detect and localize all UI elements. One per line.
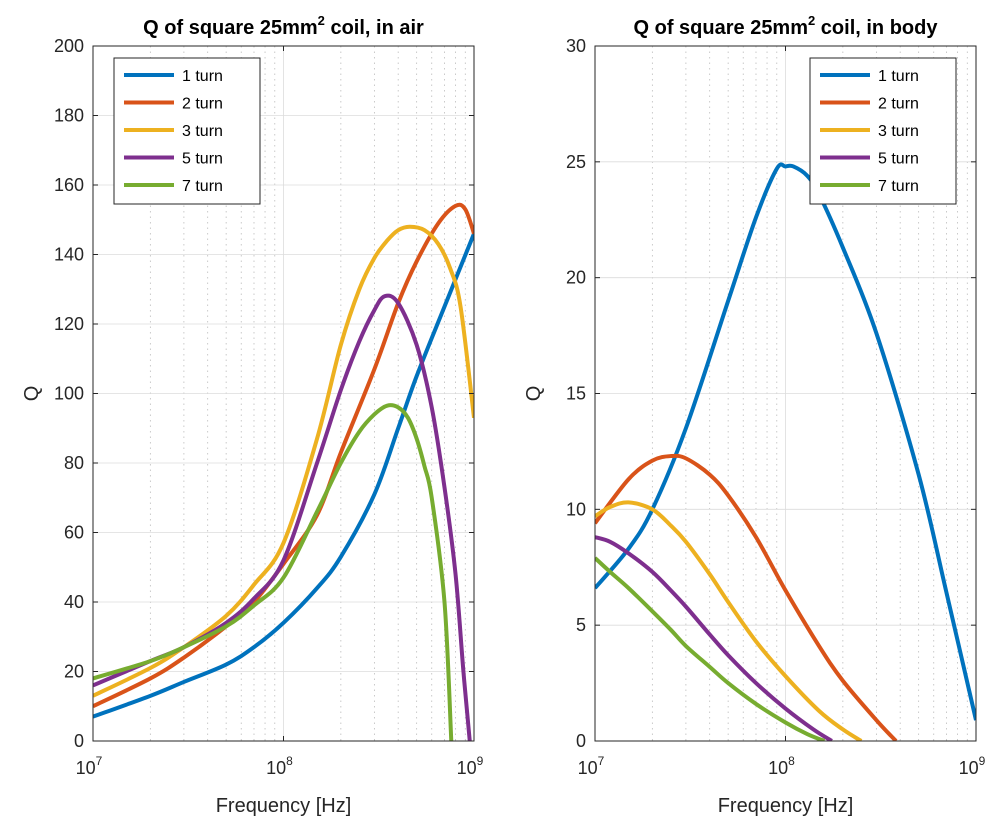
y-tick-label: 0 xyxy=(74,731,84,751)
y-tick-label: 25 xyxy=(566,152,586,172)
y-tick-label: 15 xyxy=(566,384,586,404)
series-line-3-turn xyxy=(93,224,474,698)
tick-labels: 0 20 40 60 80 100 120 140 160 180 200 107 108 109 xyxy=(54,36,484,778)
x-axis-label: Frequency [Hz] xyxy=(718,795,854,817)
tick-labels: 0 5 10 15 20 25 30 107 108 109 xyxy=(566,36,986,778)
chart-panel-air: 0 20 40 60 80 100 120 140 160 180 200 107 108 109 Q o… xyxy=(21,13,484,817)
y-tick-label: 80 xyxy=(64,453,84,473)
legend-label-3-turn: 3 turn xyxy=(182,123,223,140)
y-tick-label: 10 xyxy=(566,499,586,519)
legend-entries: 1 turn 2 turn 3 turn 5 turn 7 turn xyxy=(820,68,919,195)
chart-title-main: Q of square 25mm xyxy=(634,17,809,39)
legend-label-2-turn: 2 turn xyxy=(878,96,919,113)
x-tick-label: 108 xyxy=(768,754,795,778)
chart-title-superscript: 2 xyxy=(808,13,815,28)
series-line-5-turn xyxy=(595,535,833,741)
legend-entries: 1 turn 2 turn 3 turn 5 turn 7 turn xyxy=(124,68,223,195)
x-tick-label: 107 xyxy=(578,754,605,778)
y-tick-label: 40 xyxy=(64,592,84,612)
legend-label-5-turn: 5 turn xyxy=(182,151,223,168)
series-line-3-turn xyxy=(595,500,863,741)
series-line-5-turn xyxy=(93,293,472,741)
chart-title-rest: coil, in air xyxy=(325,17,424,39)
chart-title-superscript: 2 xyxy=(318,13,325,28)
y-tick-label: 100 xyxy=(54,384,84,404)
series-line-7-turn xyxy=(595,556,826,741)
legend-label-7-turn: 7 turn xyxy=(878,178,919,195)
y-tick-label: 60 xyxy=(64,523,84,543)
chart-title-main: Q of square 25mm xyxy=(143,17,318,39)
y-tick-label: 200 xyxy=(54,36,84,56)
x-tick-label: 107 xyxy=(76,754,103,778)
series-line-1-turn xyxy=(595,162,976,721)
legend-label-7-turn: 7 turn xyxy=(182,178,223,195)
legend-label-2-turn: 2 turn xyxy=(182,96,223,113)
y-axis-label: Q xyxy=(523,386,545,402)
legend: 1 turn 2 turn 3 turn 5 turn 7 turn xyxy=(809,57,957,205)
chart-title-rest: coil, in body xyxy=(815,17,938,39)
x-tick-label: 108 xyxy=(266,754,293,778)
y-tick-label: 0 xyxy=(576,731,586,751)
chart-title: Q of square 25mm2 coil, in body xyxy=(634,13,939,39)
chart-title: Q of square 25mm2 coil, in air xyxy=(143,13,424,39)
series-group xyxy=(595,162,976,741)
y-tick-label: 30 xyxy=(566,36,586,56)
y-tick-label: 120 xyxy=(54,314,84,334)
series-group xyxy=(93,202,474,741)
y-tick-label: 140 xyxy=(54,245,84,265)
legend-label-1-turn: 1 turn xyxy=(878,68,919,85)
legend-label-3-turn: 3 turn xyxy=(878,123,919,140)
series-line-7-turn xyxy=(93,403,454,741)
y-tick-label: 5 xyxy=(576,615,586,635)
legend-label-1-turn: 1 turn xyxy=(182,68,223,85)
legend-label-5-turn: 5 turn xyxy=(878,151,919,168)
x-tick-label: 109 xyxy=(457,754,484,778)
series-line-1-turn xyxy=(93,232,474,719)
series-line-2-turn xyxy=(595,453,898,741)
y-tick-label: 20 xyxy=(64,662,84,682)
x-tick-label: 109 xyxy=(959,754,986,778)
y-axis-label: Q xyxy=(21,386,43,402)
y-tick-label: 160 xyxy=(54,175,84,195)
series-line-2-turn xyxy=(93,202,474,709)
y-tick-label: 180 xyxy=(54,106,84,126)
legend: 1 turn 2 turn 3 turn 5 turn 7 turn xyxy=(113,57,261,205)
y-tick-label: 20 xyxy=(566,268,586,288)
x-axis-label: Frequency [Hz] xyxy=(216,795,352,817)
